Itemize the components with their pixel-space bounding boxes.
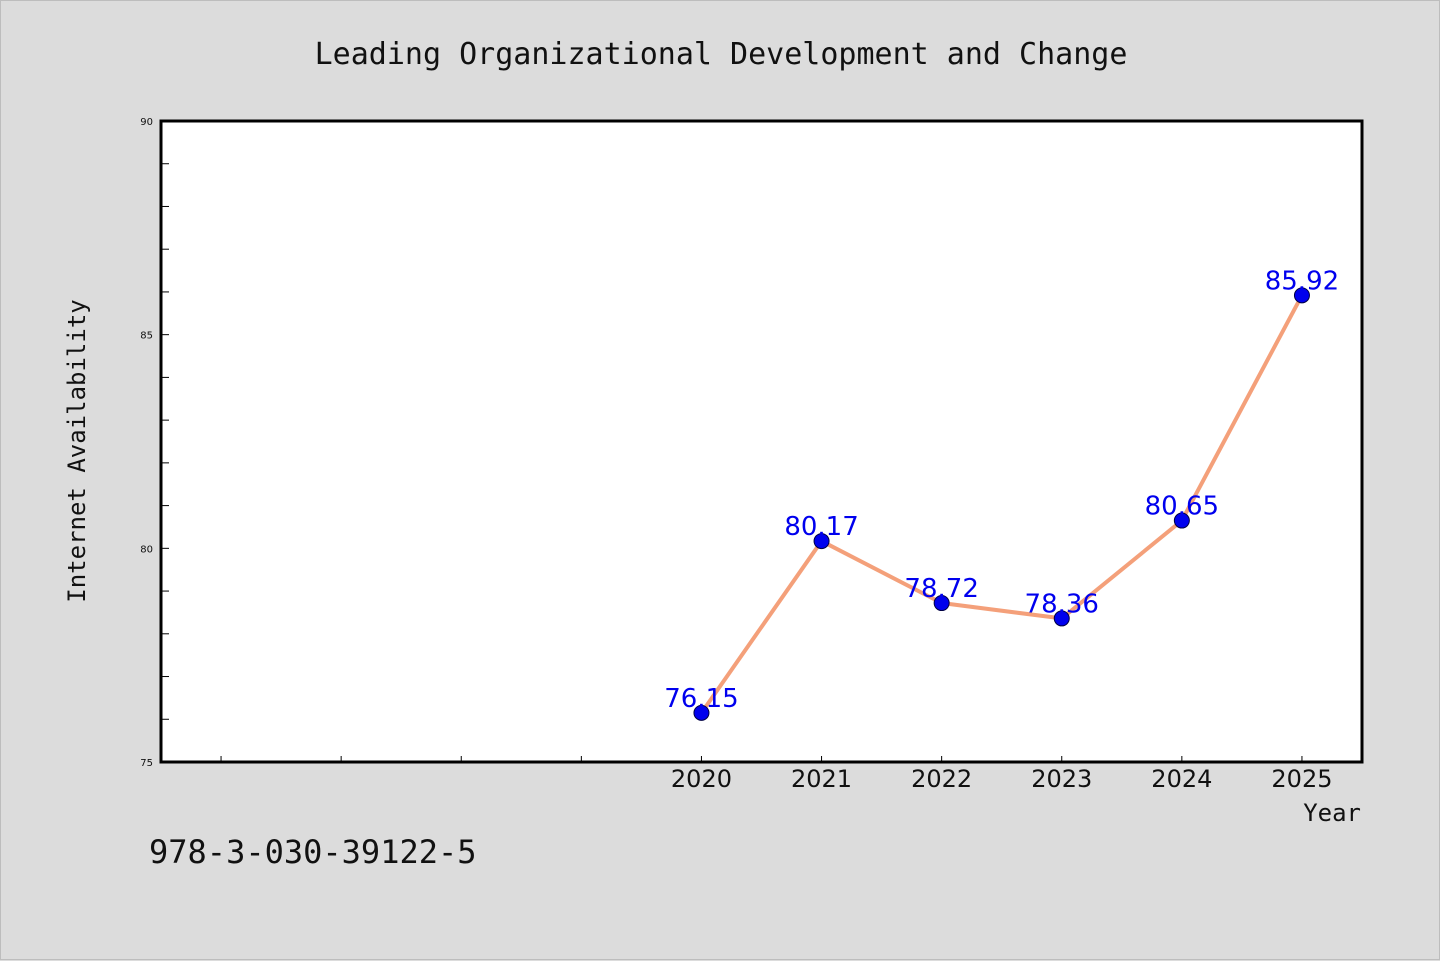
x-tick-label: 2025 <box>1271 765 1332 793</box>
data-labels: 76.15 80.17 78.72 78.36 80.65 85.92 <box>664 266 1339 714</box>
data-label: 78.36 <box>1025 589 1099 619</box>
data-label: 85.92 <box>1265 266 1339 296</box>
series <box>699 293 1304 715</box>
y-tick-label: 75 <box>140 758 153 769</box>
y-axis: 75 80 85 90 <box>140 117 169 769</box>
plot-area <box>159 119 1364 764</box>
y-tick-label: 85 <box>140 331 153 342</box>
data-label: 78.72 <box>904 574 978 604</box>
chart-title: Leading Organizational Development and C… <box>315 37 1128 72</box>
x-tick-label: 2022 <box>911 765 972 793</box>
y-tick-label: 90 <box>140 117 153 128</box>
data-point <box>693 704 710 721</box>
x-tick-label: 2023 <box>1031 765 1092 793</box>
data-points <box>693 287 1310 721</box>
x-tick-label: 2021 <box>791 765 852 793</box>
x-axis-label: Year <box>1303 799 1361 827</box>
x-axis: 2020 2021 2022 2023 2024 2025 <box>220 756 1332 793</box>
data-label: 80.17 <box>784 512 858 542</box>
data-point <box>1293 287 1310 304</box>
data-label: 80.65 <box>1145 492 1219 522</box>
series-line <box>699 293 1304 715</box>
y-tick-label: 80 <box>140 544 153 555</box>
x-tick-label: 2020 <box>671 765 732 793</box>
y-axis-label: Internet Availability <box>63 299 91 602</box>
data-label: 76.15 <box>664 684 738 714</box>
x-tick-label: 2024 <box>1151 765 1212 793</box>
data-point <box>1053 610 1070 627</box>
data-point <box>813 533 830 550</box>
data-point <box>1173 512 1190 529</box>
data-point <box>933 595 950 612</box>
isbn-caption: 978-3-030-39122-5 <box>149 833 477 871</box>
